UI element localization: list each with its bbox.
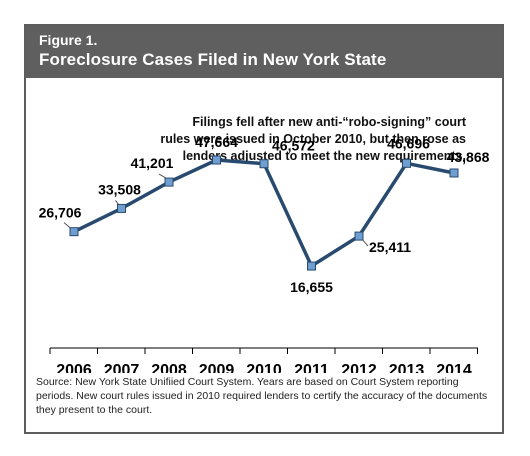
x-tick-label: 2009 — [199, 362, 235, 373]
data-labels: 26,706 33,508 41,201 47,664 46,572 16,655 25,4… — [39, 134, 490, 295]
chart-annotation: Filings fell after new anti-“robo-signin… — [160, 115, 466, 163]
data-label: 46,696 — [387, 135, 430, 151]
annotation-line: lenders adjusted to meet the new require… — [183, 149, 466, 163]
x-tick-label: 2013 — [389, 362, 425, 373]
x-axis-labels: 2006 2007 2008 2009 2010 2011 2012 2013 2014 — [56, 362, 472, 373]
data-label: 25,411 — [369, 239, 411, 255]
figure-frame: Figure 1. Foreclosure Cases Filed in New… — [24, 24, 504, 434]
annotation-line: rules were issued in October 2010, but t… — [160, 132, 466, 146]
data-label: 47,664 — [195, 134, 238, 150]
x-tick-label: 2012 — [341, 362, 377, 373]
data-label: 33,508 — [98, 181, 141, 197]
data-marker — [307, 261, 316, 271]
label-connector — [63, 222, 71, 229]
figure-title: Foreclosure Cases Filed in New York Stat… — [39, 50, 387, 69]
label-connectors — [63, 173, 369, 247]
line-chart: Filings fell after new anti-“robo-signin… — [39, 115, 490, 373]
x-tick-label: 2007 — [104, 362, 140, 373]
data-label: 16,655 — [290, 279, 333, 295]
data-label: 46,572 — [272, 138, 315, 154]
figure-header: Figure 1. Foreclosure Cases Filed in New… — [26, 26, 502, 78]
data-label: 26,706 — [39, 205, 82, 221]
label-connector — [115, 200, 119, 205]
label-connector — [158, 173, 167, 179]
data-marker — [117, 203, 126, 213]
data-label: 43,868 — [447, 149, 490, 165]
source-note: Source: New York State Unifiied Court Sy… — [36, 376, 488, 416]
data-markers — [69, 155, 459, 271]
data-marker — [164, 177, 174, 187]
x-tick-label: 2011 — [294, 362, 329, 373]
x-tick-label: 2008 — [151, 362, 187, 373]
data-marker — [212, 155, 221, 165]
data-marker — [402, 158, 411, 168]
data-marker — [449, 168, 459, 178]
figure-label: Figure 1. — [39, 32, 98, 48]
annotation-line: Filings fell after new anti-“robo-signin… — [192, 115, 466, 129]
data-marker — [259, 159, 269, 169]
x-axis-ticks — [49, 348, 478, 354]
x-tick-label: 2014 — [436, 362, 472, 373]
x-tick-label: 2010 — [246, 362, 282, 373]
data-label: 41,201 — [131, 155, 174, 171]
data-marker — [69, 227, 79, 237]
data-marker — [354, 231, 364, 241]
x-tick-label: 2006 — [56, 362, 92, 373]
